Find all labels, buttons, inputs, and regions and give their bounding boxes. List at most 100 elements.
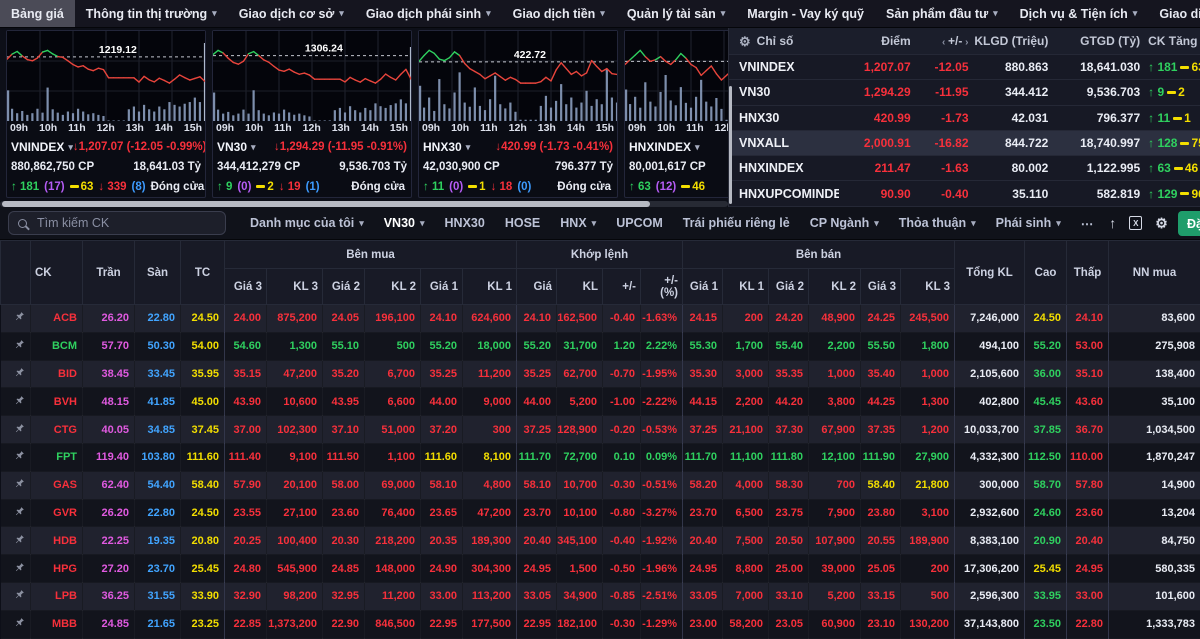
subcol-kl-2[interactable]: KL 2 <box>808 268 862 305</box>
group-match[interactable]: Khớp lệnh <box>516 240 684 269</box>
stock-row-gas[interactable]: GAS 62.40 54.40 58.40 57.90 20,100 58.00 69,000… <box>0 471 1200 500</box>
tab-upcom[interactable]: UPCOM <box>606 216 673 230</box>
nav-item-s-n-ph-m-u-t[interactable]: Sản phẩm đầu tư ▾ <box>875 0 1009 27</box>
stock-row-mbb[interactable]: MBB 24.85 21.65 23.25 22.85 1,373,200 22.90 846… <box>0 610 1200 639</box>
nav-item-qu-n-l-t-i-s-n[interactable]: Quản lý tài sản ▾ <box>616 0 736 27</box>
ticker-cell[interactable]: CTG <box>30 415 83 444</box>
ticker-cell[interactable]: GAS <box>30 471 83 500</box>
index-name-dropdown[interactable]: HNX30 <box>423 140 462 154</box>
col-ref[interactable]: TC <box>180 240 225 305</box>
nav-item-b-ng-gi[interactable]: Bảng giá <box>0 0 75 27</box>
ticker-cell[interactable]: GVR <box>30 499 83 528</box>
nav-item-margin-vay-k-qu[interactable]: Margin - Vay ký quỹ <box>736 0 875 27</box>
pin-cell[interactable] <box>0 304 31 333</box>
upload-icon[interactable]: ↑ <box>1109 215 1117 231</box>
ticker-cell[interactable]: BID <box>30 360 83 389</box>
tab-cp-ng-nh[interactable]: CP Ngành ▾ <box>800 216 889 230</box>
ticker-cell[interactable]: ACB <box>30 304 83 333</box>
tab-vn30[interactable]: VN30 ▾ <box>374 216 435 230</box>
col-floor[interactable]: Sàn <box>134 240 181 305</box>
subcol-kl[interactable]: KL <box>556 268 604 305</box>
subcol-gi-1[interactable]: Giá 1 <box>420 268 463 305</box>
nav-item-giao-d-ch-c-s[interactable]: Giao dịch cơ sở ▾ <box>228 0 355 27</box>
index-row-hnxindex[interactable]: HNXINDEX 211.47 -1.63 80.002 1,122.995 ↑ 63 46 <box>729 156 1200 182</box>
pin-cell[interactable] <box>0 360 31 389</box>
index-row-vnxall[interactable]: VNXALL 2,000.91 -16.82 844.722 18,740.997 ↑ 1… <box>729 130 1200 157</box>
ticker-cell[interactable]: FPT <box>30 443 83 472</box>
ticker-cell[interactable]: BCM <box>30 332 83 361</box>
stock-row-ctg[interactable]: CTG 40.05 34.85 37.45 37.00 102,300 37.10 51,00… <box>0 415 1200 444</box>
charts-scrollbar[interactable] <box>0 201 728 207</box>
nav-item-giao-di-n-c-a-t-i[interactable]: Giao diện của tôi <box>1148 0 1200 27</box>
index-name-dropdown[interactable]: VN30 <box>217 140 248 154</box>
index-name-dropdown[interactable]: HNXINDEX <box>629 140 692 154</box>
tab-hose[interactable]: HOSE <box>495 216 550 230</box>
tab-hnx[interactable]: HNX ▾ <box>550 216 606 230</box>
pin-cell[interactable] <box>0 332 31 361</box>
pin-cell[interactable] <box>0 415 31 444</box>
nav-item-th-ng-tin-th-tr-ng[interactable]: Thông tin thị trường ▾ <box>75 0 228 27</box>
tab-ph-i-sinh[interactable]: Phái sinh ▾ <box>986 216 1071 230</box>
subcol-gi-1[interactable]: Giá 1 <box>682 268 724 305</box>
subcol-kl-3[interactable]: KL 3 <box>266 268 323 305</box>
tab-hnx30[interactable]: HNX30 <box>435 216 495 230</box>
col-high[interactable]: Cao <box>1024 240 1068 305</box>
stock-row-acb[interactable]: ACB 26.20 22.80 24.50 24.00 875,200 24.05 196,1… <box>0 304 1200 333</box>
tab-danh-m-c-c-a-t-i[interactable]: Danh mục của tôi ▾ <box>240 216 374 230</box>
stock-search[interactable] <box>8 211 226 235</box>
col-ceil[interactable]: Trần <box>82 240 135 305</box>
excel-export-icon[interactable]: X <box>1129 216 1143 230</box>
nav-item-d-ch-v-ti-n-ch[interactable]: Dịch vụ & Tiện ích ▾ <box>1009 0 1149 27</box>
index-name-dropdown[interactable]: VNINDEX <box>11 140 65 154</box>
pin-cell[interactable] <box>0 387 31 417</box>
stock-row-hpg[interactable]: HPG 27.20 23.70 25.45 24.80 545,900 24.85 148,0… <box>0 554 1200 583</box>
pin-cell[interactable] <box>0 554 31 583</box>
ticker-cell[interactable]: LPB <box>30 582 83 611</box>
nav-item-giao-d-ch-ti-n[interactable]: Giao dịch tiền ▾ <box>502 0 616 27</box>
group-sell[interactable]: Bên bán <box>682 240 956 269</box>
nav-item-giao-d-ch-ph-i-sinh[interactable]: Giao dịch phái sinh ▾ <box>355 0 502 27</box>
pin-cell[interactable] <box>0 610 31 639</box>
pin-cell[interactable] <box>0 443 31 472</box>
pin-cell[interactable] <box>0 499 31 528</box>
ticker-cell[interactable]: HDB <box>30 526 83 556</box>
subcol-gi-2[interactable]: Giá 2 <box>768 268 810 305</box>
col-total[interactable]: Tổng KL <box>954 240 1026 305</box>
panel-scrollbar-thumb[interactable] <box>729 86 732 204</box>
charts-scrollbar-thumb[interactable] <box>2 201 650 207</box>
tab-tr-i-phi-u-ri-ng-l[interactable]: Trái phiếu riêng lẻ <box>673 216 800 230</box>
col-ck[interactable]: CK <box>30 240 83 305</box>
stock-row-hdb[interactable]: HDB 22.25 19.35 20.80 20.25 100,400 20.30 218,2… <box>0 526 1200 556</box>
index-row-vnindex[interactable]: VNINDEX 1,207.07 -12.05 880.863 18,641.030 ↑ … <box>729 55 1200 81</box>
stock-row-bvh[interactable]: BVH 48.15 41.85 45.00 43.90 10,600 43.95 6,600 4… <box>0 387 1200 417</box>
subcol-gi[interactable]: Giá <box>516 268 558 305</box>
subcol-kl-3[interactable]: KL 3 <box>900 268 956 305</box>
gear-icon[interactable]: ⚙ <box>1155 215 1168 231</box>
subcol-kl-1[interactable]: KL 1 <box>461 268 518 305</box>
ticker-cell[interactable]: HPG <box>30 554 83 583</box>
ticker-cell[interactable]: BVH <box>30 387 83 417</box>
pin-cell[interactable] <box>0 471 31 500</box>
subcol-gi-3[interactable]: Giá 3 <box>224 268 267 305</box>
chevron-left-icon[interactable]: ‹ <box>941 37 949 48</box>
subcol-kl-2[interactable]: KL 2 <box>364 268 421 305</box>
subcol-gi-3[interactable]: Giá 3 <box>860 268 902 305</box>
stock-row-bid[interactable]: BID 38.45 33.45 35.95 35.15 47,200 35.20 6,700 3… <box>0 360 1200 389</box>
stock-row-lpb[interactable]: LPB 36.25 31.55 33.90 32.90 98,200 32.95 11,200… <box>0 582 1200 611</box>
stock-row-fpt[interactable]: FPT 119.40 103.80 111.60 111.40 9,100 111.50 1,… <box>0 443 1200 472</box>
stock-row-gvr[interactable]: GVR 26.20 22.80 24.50 23.55 27,100 23.60 76,400… <box>0 499 1200 528</box>
group-buy[interactable]: Bên mua <box>223 240 518 269</box>
gear-icon[interactable]: ⚙ <box>739 34 751 48</box>
place-order-button[interactable]: Đặt lệnh <box>1178 211 1200 236</box>
subcol-gi-2[interactable]: Giá 2 <box>322 268 365 305</box>
stock-row-bcm[interactable]: BCM 57.70 50.30 54.00 54.60 1,300 55.10 500 55.2… <box>0 332 1200 361</box>
col-low[interactable]: Thấp <box>1066 240 1110 305</box>
subcol-item[interactable]: +/- <box>602 268 642 305</box>
ticker-cell[interactable]: MBB <box>30 610 83 639</box>
pin-cell[interactable] <box>0 526 31 556</box>
subcol-item[interactable]: +/- (%) <box>640 268 684 305</box>
search-input[interactable] <box>35 215 216 231</box>
subcol-kl-1[interactable]: KL 1 <box>722 268 770 305</box>
